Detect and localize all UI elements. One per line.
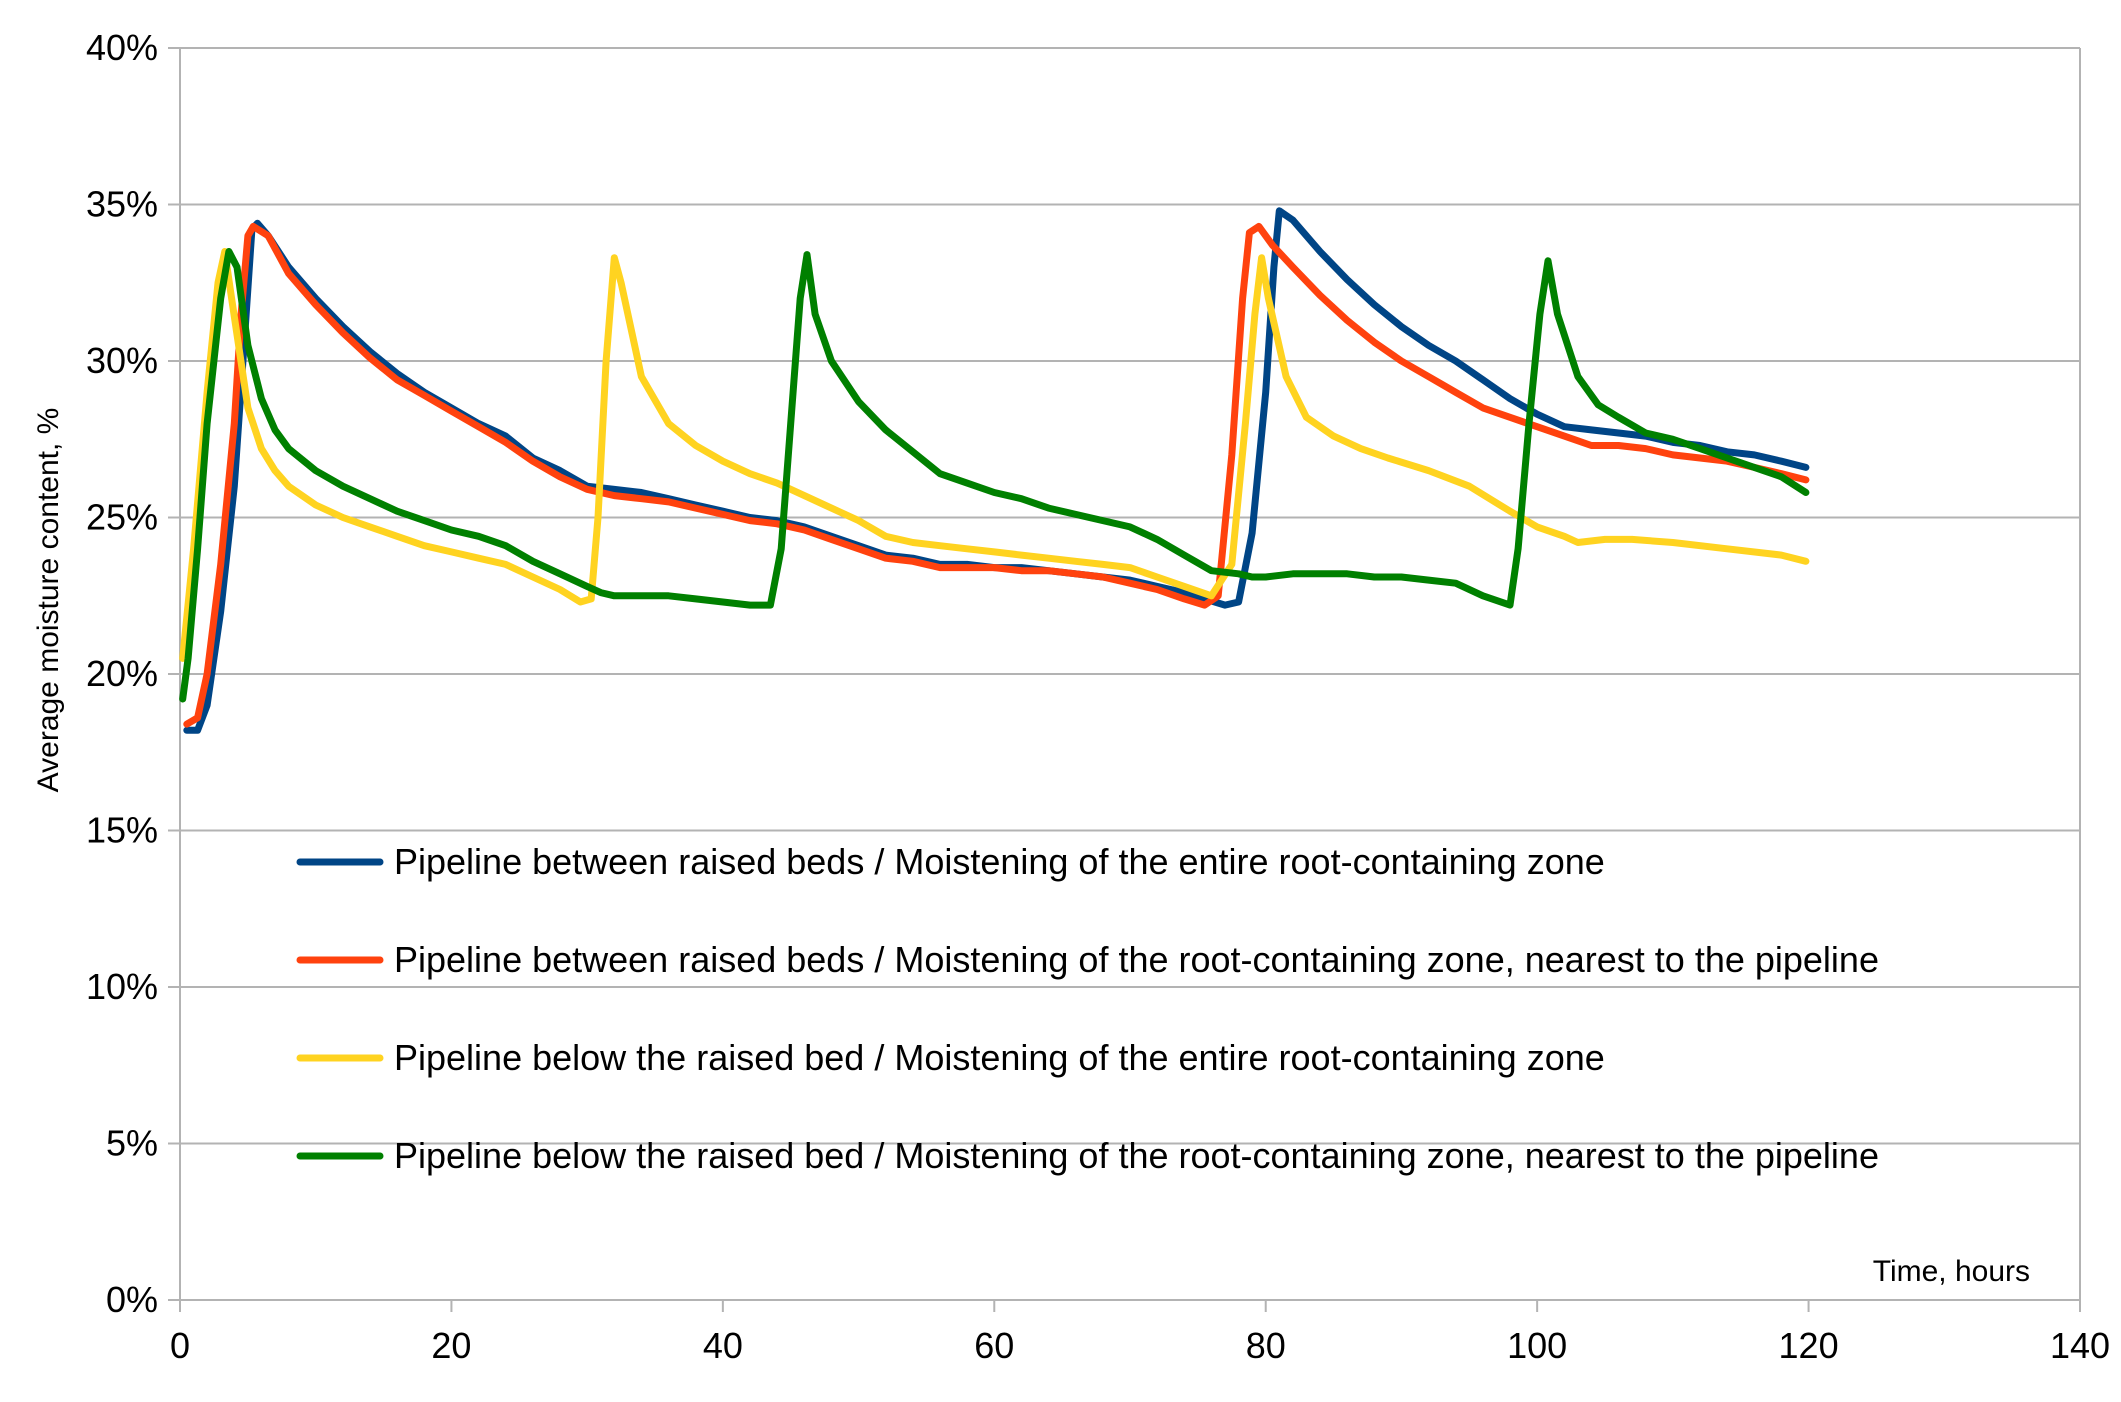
x-tick-label: 120 <box>1779 1325 1839 1366</box>
legend-label-4: Pipeline below the raised bed / Moisteni… <box>394 1135 1879 1176</box>
x-tick-label: 80 <box>1246 1325 1286 1366</box>
legend-label-3: Pipeline below the raised bed / Moisteni… <box>394 1037 1605 1078</box>
series-line-2 <box>183 222 1810 728</box>
gridlines <box>180 47 2081 1300</box>
legend: Pipeline between raised beds / Moistenin… <box>296 841 1879 1176</box>
y-tick-label: 10% <box>86 966 158 1007</box>
x-tick-label: 100 <box>1507 1325 1567 1366</box>
series-lines <box>179 207 1810 734</box>
axis-labels: Time, hours Average moisture content, % <box>32 408 2030 1288</box>
x-tick-label: 140 <box>2050 1325 2110 1366</box>
y-tick-label: 5% <box>106 1123 158 1164</box>
x-axis-title: Time, hours <box>1873 1255 2030 1288</box>
y-tick-label: 0% <box>106 1279 158 1320</box>
y-tick-label: 20% <box>86 653 158 694</box>
series-line-3 <box>179 248 1810 662</box>
x-tick-label: 60 <box>974 1325 1014 1366</box>
axes: 0% 5% 10% 15% 20% 25% 30% 35% 40% 0 20 40 60 80 100 120… <box>86 27 2110 1366</box>
x-tick-label: 20 <box>431 1325 471 1366</box>
y-tick-label: 15% <box>86 810 158 851</box>
y-tick-label: 35% <box>86 184 158 225</box>
x-tick-label: 0 <box>170 1325 190 1366</box>
y-tick-label: 40% <box>86 27 158 68</box>
legend-label-1: Pipeline between raised beds / Moistenin… <box>394 841 1605 882</box>
y-tick-label: 30% <box>86 340 158 381</box>
x-tick-label: 40 <box>703 1325 743 1366</box>
y-axis-title: Average moisture content, % <box>32 408 65 793</box>
series-line-4 <box>179 248 1810 703</box>
legend-label-2: Pipeline between raised beds / Moistenin… <box>394 939 1879 980</box>
y-tick-label: 25% <box>86 497 158 538</box>
